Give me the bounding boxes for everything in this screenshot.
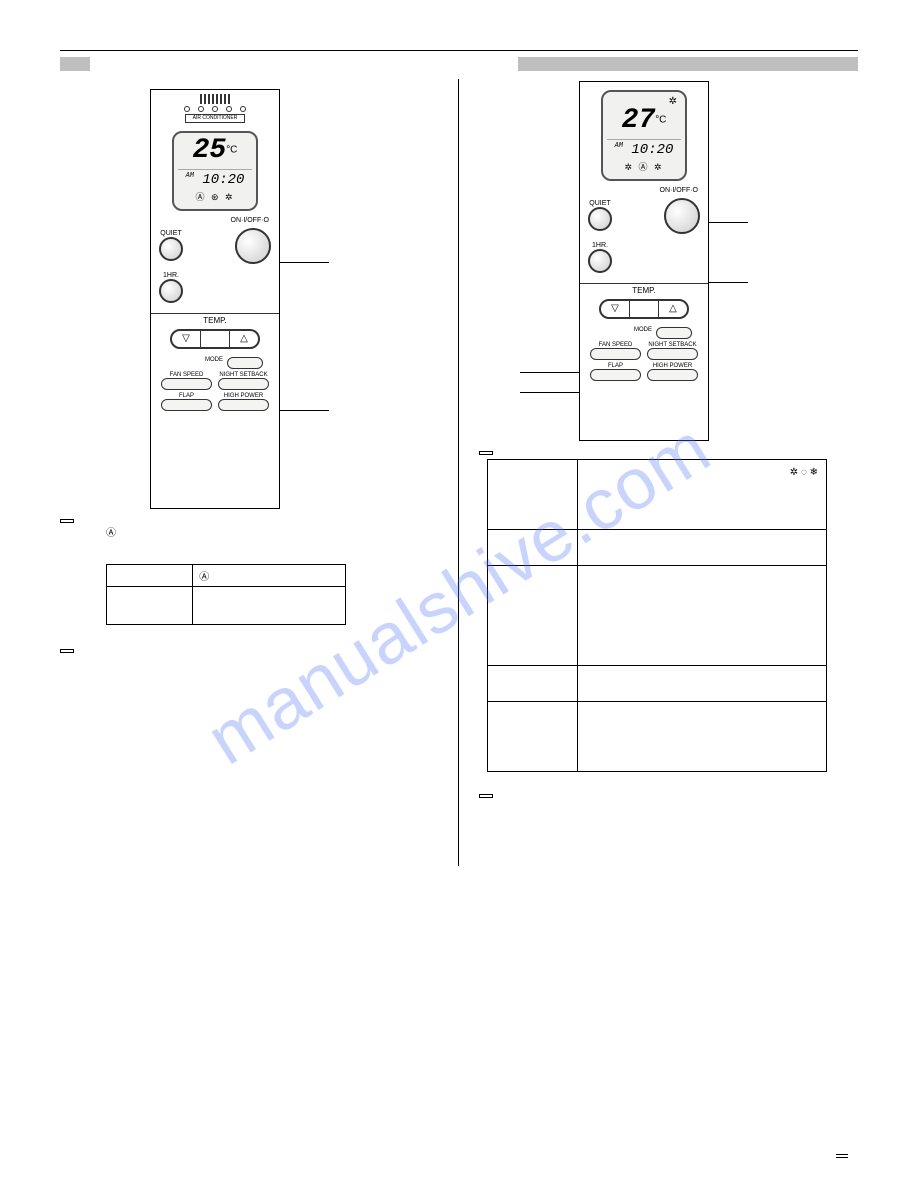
high-label: HIGH POWER: [218, 393, 269, 399]
one-hour-button[interactable]: [159, 279, 183, 303]
header-bar-right: [518, 57, 858, 71]
header-bars: [60, 57, 858, 71]
bt-r4c1: [488, 666, 578, 702]
bt-r1c2-text: [586, 466, 790, 480]
remote-lcd-right: ✲ 27°C AM 10:20 ✲ Ⓐ ✲: [601, 90, 687, 181]
right-column: ✲ 27°C AM 10:20 ✲ Ⓐ ✲ ON·I/OFF·O QUIET 1…: [458, 79, 856, 866]
bt-r5c1: [488, 702, 578, 772]
fan-speed-button[interactable]: [161, 378, 212, 390]
temp-label: TEMP.: [151, 313, 279, 325]
t1r2c1: [107, 587, 193, 625]
onoff-label-r: ON·I/OFF·O: [580, 187, 708, 194]
left-column: AIR CONDITIONER 25°C AM 10:20 Ⓐ ⊛ ✲ ON·I…: [60, 79, 458, 866]
left-step-2: [60, 649, 438, 653]
r-para3: [525, 802, 856, 862]
r-step2-box: [479, 794, 493, 798]
lcd-time: 10:20: [202, 172, 244, 188]
step1-box: [60, 519, 74, 523]
lcd-icons-r: ✲ Ⓐ ✲: [607, 160, 681, 173]
bt-r4c2: [578, 666, 827, 702]
onoff-button-r[interactable]: [664, 198, 700, 234]
quiet-label-r: QUIET: [588, 200, 612, 207]
night-setback-button-r[interactable]: [647, 348, 698, 360]
temp-updown-r[interactable]: ▽ △: [599, 299, 689, 319]
bt-r1-icons: ✲ ◌ ❄: [790, 466, 818, 480]
lcd-ampm: AM: [186, 172, 194, 180]
remote-lcd: 25°C AM 10:20 Ⓐ ⊛ ✲: [172, 131, 258, 211]
callout-r1: [708, 222, 748, 223]
mode-button[interactable]: [227, 357, 263, 369]
right-step-2: [479, 794, 856, 798]
lcd-temp-r: 27: [622, 105, 656, 136]
left-step-1: [60, 519, 438, 523]
bt-r1c1: [488, 460, 578, 530]
bt-r5c2: [578, 702, 827, 772]
flap-button-r[interactable]: [590, 369, 641, 381]
left-auto-icon-para: Ⓐ: [106, 527, 438, 541]
bt-r2c1: [488, 530, 578, 566]
mode-button-r[interactable]: [656, 327, 692, 339]
high-power-button-r[interactable]: [647, 369, 698, 381]
content-columns: AIR CONDITIONER 25°C AM 10:20 Ⓐ ⊛ ✲ ON·I…: [60, 79, 858, 866]
t1r1c1: [107, 565, 193, 587]
remote-controller-figure-right: ✲ 27°C AM 10:20 ✲ Ⓐ ✲ ON·I/OFF·O QUIET 1…: [579, 81, 709, 441]
left-table: Ⓐ: [106, 564, 346, 625]
t1r1c2: Ⓐ: [193, 565, 346, 587]
step2-box: [60, 649, 74, 653]
fan-speed-button-r[interactable]: [590, 348, 641, 360]
left-para-blank: [106, 545, 438, 559]
lcd-time-r: 10:20: [631, 142, 673, 158]
bt-r1c2: ✲ ◌ ❄: [578, 460, 827, 530]
top-rule: [60, 50, 858, 51]
callout-line-mode: [279, 410, 329, 411]
lcd-icons: Ⓐ ⊛ ✲: [178, 190, 252, 203]
bt-r2c2: [578, 530, 827, 566]
remote-controller-figure: AIR CONDITIONER 25°C AM 10:20 Ⓐ ⊛ ✲ ON·I…: [150, 89, 280, 509]
right-table: ✲ ◌ ❄: [487, 459, 827, 772]
high-label-r: HIGH POWER: [647, 363, 698, 369]
callout-r4: [520, 392, 580, 393]
one-hour-button-r[interactable]: [588, 249, 612, 273]
mode-label: MODE: [205, 357, 223, 369]
flap-button[interactable]: [161, 399, 212, 411]
page-number: [836, 1154, 848, 1158]
t1r2c2: [193, 587, 346, 625]
r-step1-box: [479, 451, 493, 455]
quiet-label: QUIET: [159, 230, 183, 237]
mode-label-r: MODE: [634, 327, 652, 339]
right-step-1: [479, 451, 856, 455]
night-setback-button[interactable]: [218, 378, 269, 390]
high-power-button[interactable]: [218, 399, 269, 411]
lcd-ampm-r: AM: [615, 142, 623, 150]
hr-label-r: 1HR.: [588, 242, 612, 249]
night-label-r: NIGHT SETBACK: [647, 342, 698, 348]
header-bar-left: [60, 57, 90, 71]
bt-r3c1: [488, 566, 578, 666]
onoff-button[interactable]: [235, 228, 271, 264]
temp-label-r: TEMP.: [580, 283, 708, 295]
quiet-button-r[interactable]: [588, 207, 612, 231]
bt-r3c2: [578, 566, 827, 666]
temp-updown[interactable]: ▽ △: [170, 329, 260, 349]
hr-label: 1HR.: [159, 272, 183, 279]
ac-label: AIR CONDITIONER: [185, 114, 245, 123]
lcd-temp: 25: [193, 135, 227, 166]
quiet-button[interactable]: [159, 237, 183, 261]
lcd-temp-unit: °C: [226, 144, 237, 155]
onoff-label: ON·I/OFF·O: [151, 217, 279, 224]
callout-line-onoff: [279, 262, 329, 263]
lcd-temp-unit-r: °C: [655, 114, 666, 125]
callout-r2: [708, 282, 748, 283]
callout-r3: [520, 372, 580, 373]
night-label: NIGHT SETBACK: [218, 372, 269, 378]
left-note-body: [106, 673, 438, 793]
